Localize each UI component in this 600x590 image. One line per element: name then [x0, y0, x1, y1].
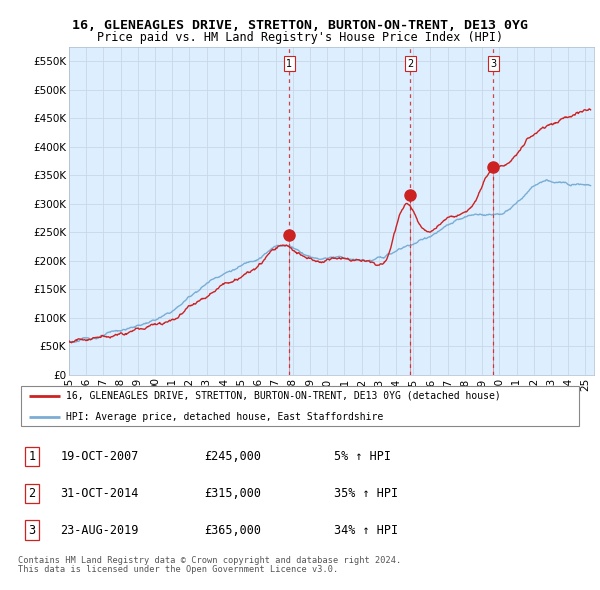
Text: 3: 3: [490, 58, 496, 68]
Text: 16, GLENEAGLES DRIVE, STRETTON, BURTON-ON-TRENT, DE13 0YG (detached house): 16, GLENEAGLES DRIVE, STRETTON, BURTON-O…: [66, 391, 500, 401]
Text: Price paid vs. HM Land Registry's House Price Index (HPI): Price paid vs. HM Land Registry's House …: [97, 31, 503, 44]
Text: 35% ↑ HPI: 35% ↑ HPI: [334, 487, 398, 500]
Text: 19-OCT-2007: 19-OCT-2007: [60, 450, 139, 463]
Text: 1: 1: [286, 58, 292, 68]
Text: HPI: Average price, detached house, East Staffordshire: HPI: Average price, detached house, East…: [66, 412, 383, 422]
Text: Contains HM Land Registry data © Crown copyright and database right 2024.: Contains HM Land Registry data © Crown c…: [18, 556, 401, 565]
Text: 16, GLENEAGLES DRIVE, STRETTON, BURTON-ON-TRENT, DE13 0YG: 16, GLENEAGLES DRIVE, STRETTON, BURTON-O…: [72, 19, 528, 32]
FancyBboxPatch shape: [21, 386, 579, 425]
Text: 34% ↑ HPI: 34% ↑ HPI: [334, 524, 398, 537]
Text: 23-AUG-2019: 23-AUG-2019: [60, 524, 139, 537]
Text: £365,000: £365,000: [204, 524, 261, 537]
Text: 5% ↑ HPI: 5% ↑ HPI: [334, 450, 391, 463]
Text: 1: 1: [28, 450, 35, 463]
Text: 3: 3: [28, 524, 35, 537]
Text: £315,000: £315,000: [204, 487, 261, 500]
Text: £245,000: £245,000: [204, 450, 261, 463]
Text: 31-OCT-2014: 31-OCT-2014: [60, 487, 139, 500]
Text: 2: 2: [28, 487, 35, 500]
Text: This data is licensed under the Open Government Licence v3.0.: This data is licensed under the Open Gov…: [18, 565, 338, 574]
Text: 2: 2: [407, 58, 413, 68]
